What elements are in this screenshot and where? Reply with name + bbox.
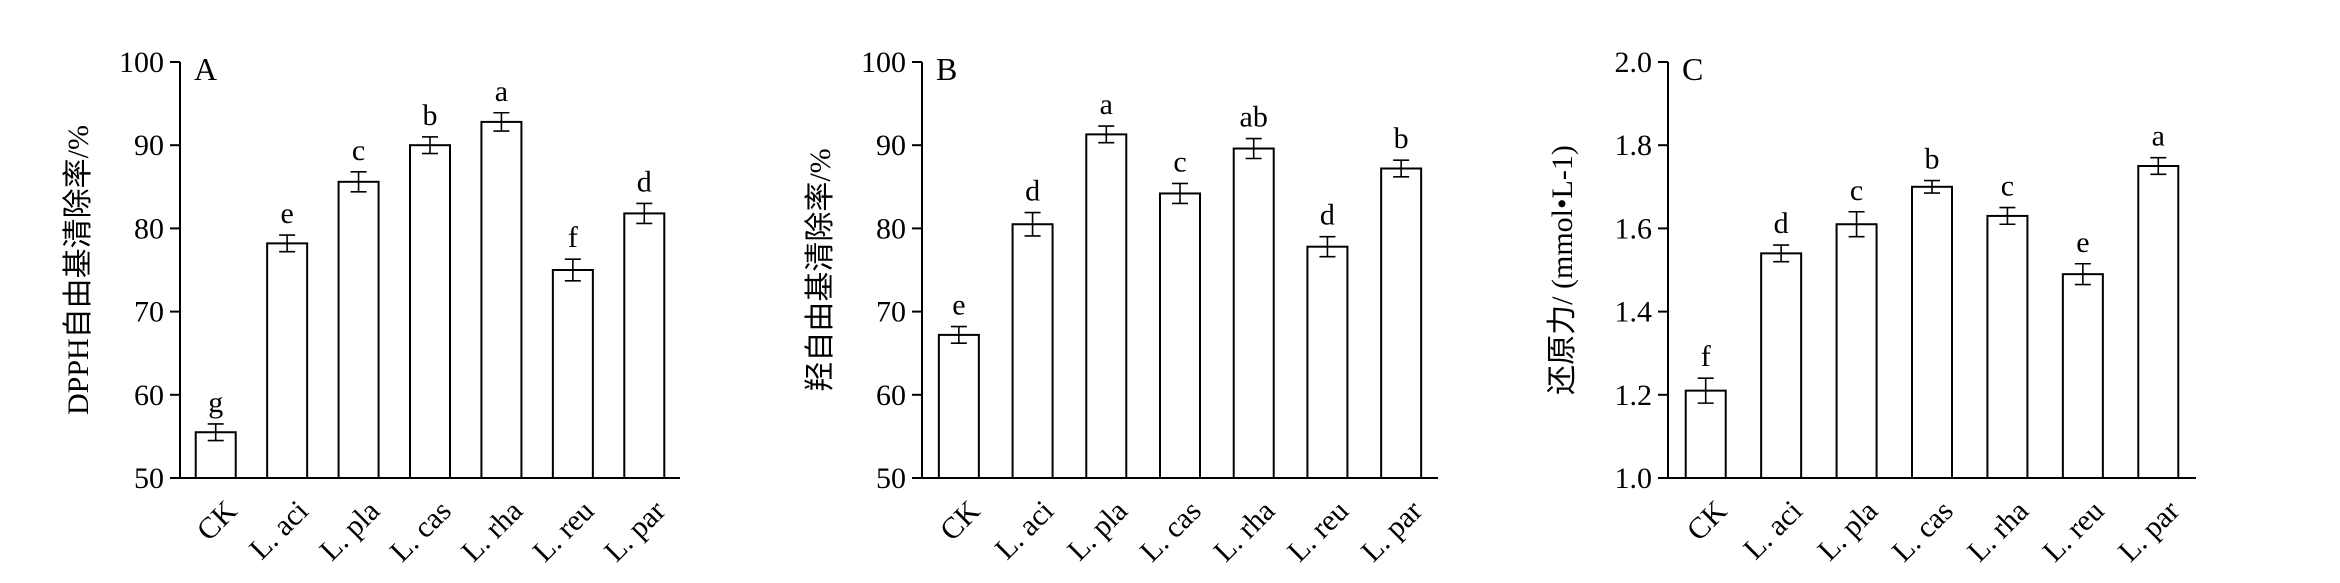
panel-b-category-label: CK [934,494,987,547]
panel-b-significance-label: ab [1240,101,1268,134]
panel-c-bar [1835,223,1878,479]
panel-b-significance-label: d [1025,175,1040,208]
panel-a: 50 60 70 80 90 100 A DPPH自由基清除率/% g CK e L. aci c L. … [62,46,680,568]
panel-a-category-label: L. cas [384,494,458,568]
panel-c-significance-label: b [1925,143,1940,176]
panel-c-y-axis-title: 还原力/ (mmol•L-1) [1546,145,1579,395]
panel-b-y-tick-label: 70 [876,296,906,329]
panel-c: 1.0 1.2 1.4 1.6 1.8 2.0 C 还原力/ (mmol•L-1) f CK d L.… [1546,46,2196,568]
panel-c-category-label: L. reu [2037,494,2111,568]
panel-c-y-tick-label: 2.0 [1615,46,1653,79]
panel-b-bar [1159,192,1201,479]
panel-b-y-axis-title: 羟自由基清除率/% [804,148,837,391]
panel-a-significance-label: f [568,221,578,254]
panel-b-bar [1011,223,1054,479]
panel-a-category-label: CK [191,494,244,547]
panel-c-category-label: L. rha [1961,494,2035,568]
panel-a-significance-label: c [352,134,365,167]
panel-b-y-tick-label: 100 [861,46,906,79]
panel-a-y-axis-title: DPPH自由基清除率/% [62,125,95,415]
panel-b-bar [1232,147,1275,479]
panel-c-y-tick-label: 1.6 [1615,212,1653,245]
panel-a-y-tick-label: 100 [119,46,164,79]
panel-c-significance-label: c [1850,174,1863,207]
panel-c-bar [1684,389,1727,480]
panel-b-category-label: L. reu [1281,494,1355,568]
panel-a-label: A [194,51,217,87]
panel-a-y-tick-label: 70 [134,296,164,329]
panel-b-bar [1306,245,1349,479]
panel-a-significance-label: b [423,99,438,132]
panel-a-y-tick-label: 90 [134,129,164,162]
panel-a-category-label: L. rha [455,494,529,568]
panel-b-category-label: L. cas [1134,494,1208,568]
panel-a-category-label: L. aci [243,494,315,566]
panel-c-category-label: CK [1681,494,1734,547]
panel-c-category-label: L. aci [1737,494,1809,566]
panel-b-y-tick-label: 60 [876,379,906,412]
panel-a-bar [266,242,309,479]
panel-b-bar [1380,167,1423,479]
panel-b-significance-label: a [1100,88,1113,121]
panel-b: 50 60 70 80 90 100 B 羟自由基清除率/% e CK d L. aci a L. pla… [804,46,1438,568]
panel-a-bar [623,212,666,479]
panel-a-bar [409,144,451,479]
panel-b-category-label: L. pla [1061,494,1134,567]
panel-c-y-tick-label: 1.8 [1615,129,1653,162]
panel-a-category-label: L. reu [527,494,601,568]
panel-c-significance-label: a [2152,120,2165,153]
panel-c-significance-label: c [2001,170,2014,203]
panel-a-significance-label: e [280,197,293,230]
panel-c-bar [1760,252,1803,479]
panel-b-significance-label: b [1394,122,1409,155]
panel-b-significance-label: c [1173,145,1186,178]
panel-a-significance-label: d [637,165,652,198]
panel-b-category-label: L. rha [1207,494,1281,568]
panel-c-significance-label: f [1701,340,1711,373]
panel-c-significance-label: e [2076,226,2089,259]
panel-b-y-tick-label: 90 [876,129,906,162]
panel-b-significance-label: e [952,289,965,322]
panel-c-bar [2137,165,2180,479]
panel-c-bar [1986,214,2029,479]
panel-a-significance-label: a [495,75,508,108]
panel-c-y-tick-label: 1.0 [1615,462,1653,495]
panel-a-bar [551,269,594,479]
panel-c-label: C [1682,51,1703,87]
panel-c-y-tick-label: 1.4 [1615,296,1653,329]
panel-c-significance-label: d [1774,207,1789,240]
panel-b-significance-label: d [1320,199,1335,232]
panel-b-bar [937,333,980,479]
panel-b-category-label: L. aci [989,494,1061,566]
panel-c-bar [1911,185,1953,480]
panel-b-label: B [936,51,957,87]
panel-a-category-label: L. pla [313,494,386,567]
panel-a-significance-label: g [208,386,223,419]
panel-b-y-tick-label: 80 [876,212,906,245]
panel-a-y-tick-label: 80 [134,212,164,245]
panel-a-bar [337,180,380,479]
panel-a-y-tick-label: 50 [134,462,164,495]
panel-c-y-tick-label: 1.2 [1615,379,1653,412]
panel-b-y-tick-label: 50 [876,462,906,495]
panel-a-y-tick-label: 60 [134,379,164,412]
panel-c-category-label: L. cas [1886,494,1960,568]
panel-a-bar [480,120,523,480]
panel-c-category-label: L. pla [1811,494,1884,567]
panel-b-bar [1085,133,1128,479]
panel-c-category-label: L. par [2112,494,2186,568]
panel-b-category-label: L. par [1355,494,1429,568]
panel-c-bar [2061,273,2104,479]
panel-a-category-label: L. par [598,494,672,568]
